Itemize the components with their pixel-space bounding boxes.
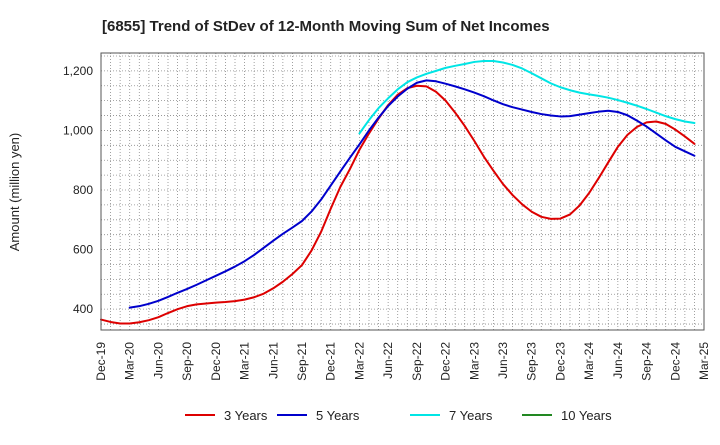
x-tick-label: Sep-23 <box>525 342 539 381</box>
y-tick-label: 1,000 <box>63 123 93 137</box>
x-tick-label: Sep-21 <box>295 342 309 381</box>
x-tick-label: Jun-20 <box>151 342 165 379</box>
x-tick-label: Dec-22 <box>439 342 453 381</box>
x-tick-label: Jun-22 <box>381 342 395 379</box>
legend-label: 5 Years <box>316 408 360 423</box>
legend: 3 Years 5 Years 7 Years 10 Years <box>185 408 612 423</box>
x-tick-label: Jun-23 <box>496 342 510 379</box>
y-axis-title: Amount (million yen) <box>7 133 22 252</box>
x-tick-label: Mar-21 <box>238 342 252 380</box>
plot-border <box>100 52 705 331</box>
x-tick-label: Dec-20 <box>209 342 223 381</box>
x-tick-label: Sep-20 <box>180 342 194 381</box>
x-tick-label: Dec-21 <box>324 342 338 381</box>
plot-background <box>101 53 704 330</box>
x-tick-label: Jun-24 <box>611 342 625 379</box>
x-tick-label: Mar-20 <box>123 342 137 380</box>
legend-label: 10 Years <box>561 408 612 423</box>
series-line-7-years <box>358 60 696 135</box>
x-tick-label: Dec-24 <box>668 342 682 381</box>
legend-label: 7 Years <box>449 408 493 423</box>
chart-title: [6855] Trend of StDev of 12-Month Moving… <box>102 18 550 35</box>
legend-label: 3 Years <box>224 408 268 423</box>
series-line-5-years <box>128 79 696 309</box>
x-tick-label: Jun-21 <box>266 342 280 379</box>
x-tick-label: Sep-22 <box>410 342 424 381</box>
x-tick-label: Mar-24 <box>582 342 596 380</box>
y-tick-label: 800 <box>73 183 93 197</box>
x-tick-label: Sep-24 <box>640 342 654 381</box>
y-tick-label: 600 <box>73 243 93 257</box>
y-tick-label: 400 <box>73 302 93 316</box>
x-tick-label: Dec-23 <box>553 342 567 381</box>
x-tick-label: Mar-23 <box>467 342 481 380</box>
series-line-3-years <box>100 84 696 325</box>
y-tick-label: 1,200 <box>63 64 93 78</box>
x-tick-label: Mar-25 <box>697 342 711 380</box>
x-tick-label: Dec-19 <box>94 342 108 381</box>
x-tick-label: Mar-22 <box>352 342 366 380</box>
plot-area: 400 600 800 1,000 1,200 Dec-19 Mar-20 Jun-20 Sep… <box>63 52 711 381</box>
